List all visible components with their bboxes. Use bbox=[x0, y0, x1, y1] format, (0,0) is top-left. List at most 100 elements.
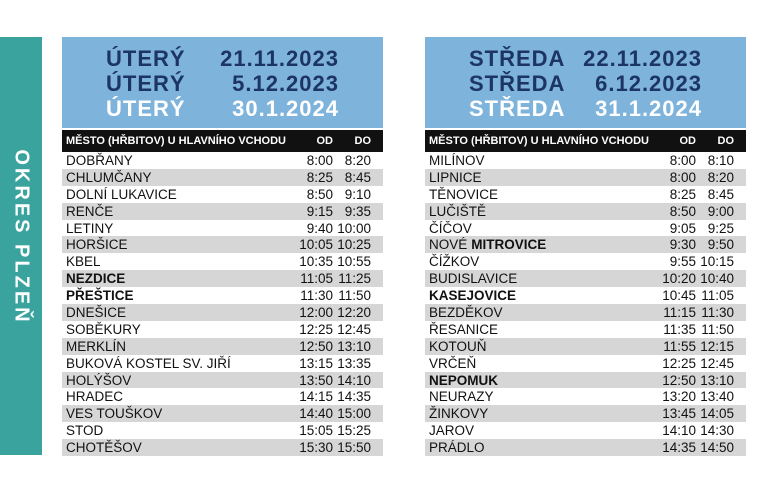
schedule-row: ŘESANICE 11:35 11:50 bbox=[425, 321, 746, 338]
schedule-row: VES TOUŠKOV 14:40 15:00 bbox=[62, 405, 383, 423]
column-title: OD bbox=[316, 135, 334, 147]
time-from: 8:00 bbox=[669, 153, 696, 168]
time-from: 9:05 bbox=[669, 220, 696, 236]
time-to: 11:30 bbox=[701, 305, 734, 321]
town: BEZDĚKOV bbox=[429, 305, 503, 321]
schedule-row: HRADEC 14:15 14:35 bbox=[62, 388, 383, 405]
town: MILÍNOV bbox=[429, 153, 485, 168]
day-name: STŘEDA bbox=[469, 46, 566, 71]
side-band: OKRES PLZEŇ bbox=[0, 37, 42, 455]
schedule-row: HOLÝŠOV 13:50 14:10 bbox=[62, 371, 383, 389]
time-to: 14:10 bbox=[337, 372, 371, 388]
town: RENČE bbox=[66, 203, 114, 219]
time-from: 11:15 bbox=[663, 305, 696, 321]
town: HRADEC bbox=[66, 389, 124, 405]
time-to: 11:50 bbox=[701, 321, 734, 337]
schedule-row: RENČE 9:15 9:35 bbox=[62, 202, 383, 220]
schedule-row: NOVÉ MITROVICE 9:30 9:50 bbox=[425, 236, 746, 254]
town: NOVÉ MITROVICE bbox=[429, 236, 546, 253]
time-from: 8:00 bbox=[306, 153, 333, 168]
town: VRČEŇ bbox=[429, 355, 477, 371]
town: ŘESANICE bbox=[429, 321, 499, 337]
town: LUČIŠTĚ bbox=[429, 203, 487, 219]
time-from: 8:50 bbox=[669, 203, 696, 219]
time-from: 10:35 bbox=[299, 254, 333, 270]
time-from: 10:45 bbox=[662, 288, 696, 304]
time-to: 12:45 bbox=[700, 355, 734, 371]
schedule-row: CHLUMČANY 8:25 8:45 bbox=[62, 168, 383, 186]
day-name: ÚTERÝ bbox=[106, 71, 186, 96]
town-part: NOVÉ bbox=[429, 237, 468, 253]
time-from: 13:50 bbox=[299, 372, 333, 388]
time-from: 14:35 bbox=[662, 440, 696, 456]
schedule-row: JAROV 14:10 14:30 bbox=[425, 422, 746, 439]
town: ŽINKOVY bbox=[429, 406, 489, 422]
date: 5.12.2023 bbox=[232, 71, 339, 96]
schedule-row: MERKLÍN 12:50 13:10 bbox=[62, 337, 383, 355]
time-from: 15:30 bbox=[299, 440, 333, 456]
time-from: 13:45 bbox=[662, 406, 696, 422]
time-to: 12:15 bbox=[700, 338, 734, 354]
time-from: 14:15 bbox=[299, 389, 333, 405]
town: PRÁDLO bbox=[429, 440, 485, 456]
schedule-row: VRČEŇ 12:25 12:45 bbox=[425, 355, 746, 372]
time-to: 8:45 bbox=[707, 186, 734, 202]
town: DOLNÍ LUKAVICE bbox=[66, 186, 177, 202]
town: KASEJOVICE bbox=[429, 288, 517, 304]
time-from: 9:30 bbox=[669, 237, 696, 253]
schedule-row: NEPOMUK 12:50 13:10 bbox=[425, 371, 746, 389]
time-from: 11:30 bbox=[300, 288, 333, 304]
town: TĚNOVICE bbox=[429, 186, 499, 202]
schedule-row: KASEJOVICE 10:45 11:05 bbox=[425, 287, 746, 304]
time-from: 11:35 bbox=[663, 321, 696, 337]
time-to: 15:00 bbox=[337, 406, 371, 422]
time-to: 14:30 bbox=[700, 423, 734, 439]
time-to: 14:50 bbox=[700, 440, 734, 456]
town: KBEL bbox=[66, 254, 101, 270]
date: 22.11.2023 bbox=[583, 46, 702, 71]
town: ČÍŽKOV bbox=[429, 254, 480, 270]
town: PŘEŠTICE bbox=[66, 288, 134, 304]
schedule-row: PRÁDLO 14:35 14:50 bbox=[425, 439, 746, 457]
schedule-row: DOLNÍ LUKAVICE 8:50 9:10 bbox=[62, 186, 383, 203]
schedule-row: BUDISLAVICE 10:20 10:40 bbox=[425, 270, 746, 288]
time-from: 12:25 bbox=[299, 321, 333, 337]
time-to: 13:10 bbox=[700, 372, 734, 388]
time-to: 10:25 bbox=[337, 237, 371, 253]
time-from: 9:40 bbox=[306, 220, 333, 236]
schedule-row: ŽINKOVY 13:45 14:05 bbox=[425, 405, 746, 423]
column-header: MĚSTO (HŘBITOV) U HLAVNÍHO VCHODU OD DO bbox=[425, 130, 746, 152]
column-title: OD bbox=[679, 135, 697, 147]
time-from: 11:05 bbox=[300, 271, 333, 287]
time-to: 8:45 bbox=[344, 169, 371, 185]
date: 21.11.2023 bbox=[220, 46, 339, 71]
town: LIPNICE bbox=[429, 169, 482, 185]
time-to: 13:10 bbox=[337, 338, 371, 354]
town: LETINY bbox=[66, 220, 114, 236]
schedule-row: NEZDICE 11:05 11:25 bbox=[62, 270, 383, 288]
time-to: 15:50 bbox=[337, 440, 371, 456]
date: 6.12.2023 bbox=[595, 71, 702, 96]
time-to: 13:35 bbox=[337, 355, 371, 371]
time-to: 11:05 bbox=[701, 288, 734, 304]
date-line: STŘEDA 22.11.2023 bbox=[469, 46, 702, 71]
time-from: 10:20 bbox=[662, 271, 696, 287]
time-to: 12:20 bbox=[337, 305, 371, 321]
schedule-row: KBEL 10:35 10:55 bbox=[62, 253, 383, 270]
time-from: 14:10 bbox=[662, 423, 696, 439]
town: JAROV bbox=[429, 423, 475, 439]
town: DNEŠICE bbox=[66, 305, 127, 321]
time-from: 15:05 bbox=[299, 423, 333, 439]
time-to: 9:10 bbox=[344, 186, 371, 202]
town: VES TOUŠKOV bbox=[66, 406, 163, 422]
schedule-row: CHOTĚŠOV 15:30 15:50 bbox=[62, 439, 383, 457]
day-name: STŘEDA bbox=[469, 96, 566, 121]
town: ČÍČOV bbox=[429, 220, 472, 236]
schedule-row: ČÍŽKOV 9:55 10:15 bbox=[425, 253, 746, 270]
schedule-row: LIPNICE 8:00 8:20 bbox=[425, 168, 746, 186]
side-label: OKRES PLZEŇ bbox=[10, 149, 33, 325]
column-title: MĚSTO (HŘBITOV) U HLAVNÍHO VCHODU bbox=[429, 135, 650, 147]
town: BUDISLAVICE bbox=[429, 271, 518, 287]
time-from: 9:55 bbox=[669, 254, 696, 270]
